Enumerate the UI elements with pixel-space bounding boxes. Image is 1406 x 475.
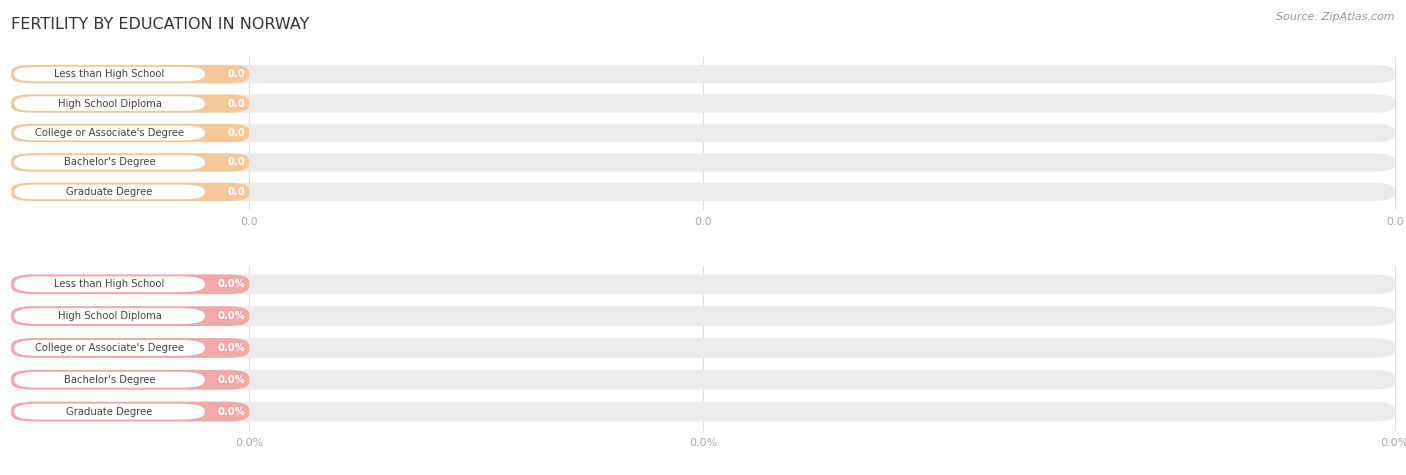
Text: Source: ZipAtlas.com: Source: ZipAtlas.com xyxy=(1277,12,1395,22)
Text: Graduate Degree: Graduate Degree xyxy=(66,187,153,197)
FancyBboxPatch shape xyxy=(11,402,249,421)
FancyBboxPatch shape xyxy=(11,95,249,113)
Text: Bachelor's Degree: Bachelor's Degree xyxy=(63,157,155,168)
Text: Less than High School: Less than High School xyxy=(55,279,165,289)
Text: Less than High School: Less than High School xyxy=(55,69,165,79)
Text: 0.0%: 0.0% xyxy=(218,279,245,289)
FancyBboxPatch shape xyxy=(11,153,1395,171)
Text: 0.0: 0.0 xyxy=(228,98,245,109)
FancyBboxPatch shape xyxy=(11,275,249,294)
Text: 0.0: 0.0 xyxy=(240,217,259,227)
FancyBboxPatch shape xyxy=(11,183,1395,201)
Text: 0.0%: 0.0% xyxy=(218,375,245,385)
Text: 0.0%: 0.0% xyxy=(218,311,245,321)
FancyBboxPatch shape xyxy=(11,402,1395,421)
Text: 0.0%: 0.0% xyxy=(235,438,263,448)
Text: Graduate Degree: Graduate Degree xyxy=(66,407,153,417)
FancyBboxPatch shape xyxy=(11,153,249,171)
Text: High School Diploma: High School Diploma xyxy=(58,98,162,109)
FancyBboxPatch shape xyxy=(11,306,249,326)
FancyBboxPatch shape xyxy=(11,370,1395,390)
FancyBboxPatch shape xyxy=(11,338,1395,358)
Text: 0.0: 0.0 xyxy=(228,187,245,197)
Text: High School Diploma: High School Diploma xyxy=(58,311,162,321)
FancyBboxPatch shape xyxy=(14,96,205,111)
Text: 0.0: 0.0 xyxy=(228,69,245,79)
FancyBboxPatch shape xyxy=(11,124,1395,142)
FancyBboxPatch shape xyxy=(14,404,205,419)
FancyBboxPatch shape xyxy=(11,65,249,83)
FancyBboxPatch shape xyxy=(11,95,1395,113)
FancyBboxPatch shape xyxy=(14,185,205,199)
FancyBboxPatch shape xyxy=(14,308,205,324)
Text: 0.0%: 0.0% xyxy=(689,438,717,448)
Text: 0.0: 0.0 xyxy=(1386,217,1403,227)
FancyBboxPatch shape xyxy=(14,126,205,140)
Text: College or Associate's Degree: College or Associate's Degree xyxy=(35,128,184,138)
Text: 0.0%: 0.0% xyxy=(218,343,245,353)
Text: 0.0: 0.0 xyxy=(228,128,245,138)
Text: 0.0%: 0.0% xyxy=(1381,438,1406,448)
FancyBboxPatch shape xyxy=(14,372,205,388)
Text: 0.0: 0.0 xyxy=(228,157,245,168)
FancyBboxPatch shape xyxy=(14,67,205,81)
Text: College or Associate's Degree: College or Associate's Degree xyxy=(35,343,184,353)
FancyBboxPatch shape xyxy=(14,276,205,292)
FancyBboxPatch shape xyxy=(11,306,1395,326)
FancyBboxPatch shape xyxy=(11,275,1395,294)
Text: FERTILITY BY EDUCATION IN NORWAY: FERTILITY BY EDUCATION IN NORWAY xyxy=(11,17,309,32)
FancyBboxPatch shape xyxy=(14,340,205,356)
FancyBboxPatch shape xyxy=(11,65,1395,83)
Text: 0.0%: 0.0% xyxy=(218,407,245,417)
FancyBboxPatch shape xyxy=(11,338,249,358)
Text: Bachelor's Degree: Bachelor's Degree xyxy=(63,375,155,385)
FancyBboxPatch shape xyxy=(11,370,249,390)
Text: 0.0: 0.0 xyxy=(695,217,711,227)
FancyBboxPatch shape xyxy=(14,155,205,170)
FancyBboxPatch shape xyxy=(11,183,249,201)
FancyBboxPatch shape xyxy=(11,124,249,142)
